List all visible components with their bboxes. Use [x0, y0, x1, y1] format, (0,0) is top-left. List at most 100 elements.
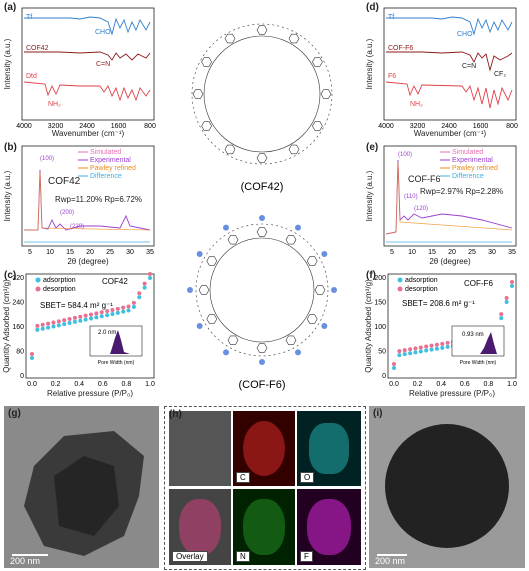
tick-label: 2400 — [441, 123, 457, 130]
benzene-ring — [206, 256, 218, 266]
fluoro-chain — [259, 359, 265, 365]
desorption-point — [46, 321, 51, 326]
tick-label: 160 — [12, 324, 24, 331]
adsorption-point — [440, 345, 445, 350]
tick-label: 0.8 — [122, 381, 132, 388]
benzene-ring — [314, 285, 326, 295]
adsorption-point — [434, 346, 439, 351]
benzene-ring — [198, 285, 210, 295]
svg-text:Wavenumber (cm⁻¹): Wavenumber (cm⁻¹) — [414, 129, 487, 138]
desorption-point — [72, 315, 77, 320]
fluoro-chain — [259, 215, 265, 221]
svg-text:Quantity Adsorbed (cm³/g): Quantity Adsorbed (cm³/g) — [364, 279, 373, 373]
tick-label: 0.4 — [74, 381, 84, 388]
svg-text:2.0 nm: 2.0 nm — [98, 330, 116, 336]
desorption-point — [99, 310, 104, 315]
fluoro-chain — [196, 251, 203, 257]
svg-text:(120): (120) — [414, 206, 428, 212]
svg-text:Intensity (a.u.): Intensity (a.u.) — [365, 170, 374, 221]
benzene-ring — [256, 25, 268, 35]
svg-text:2θ (degree): 2θ (degree) — [429, 257, 471, 266]
tick-label: 0.8 — [484, 381, 494, 388]
adsorption-point — [110, 311, 115, 316]
panel-b-label: (b) — [4, 142, 17, 153]
benzene-ring — [201, 121, 212, 131]
adsorption-point — [392, 366, 396, 370]
svg-text:Simulated: Simulated — [90, 149, 121, 156]
tick-label: 20 — [86, 249, 94, 256]
desorption-point — [504, 296, 509, 301]
tick-label: 80 — [16, 349, 24, 356]
desorption-point — [131, 300, 136, 305]
desorption-point — [397, 349, 402, 354]
desorption-point — [40, 322, 45, 327]
fluoro-chain — [223, 224, 229, 231]
tick-label: 0.2 — [413, 381, 423, 388]
svg-text:desorption: desorption — [43, 286, 76, 293]
fluoro-chain — [187, 287, 193, 293]
adsorption-point — [413, 350, 418, 355]
svg-text:Relative pressure (P/P₀): Relative pressure (P/P₀) — [409, 389, 495, 398]
adsorption-point — [504, 300, 509, 305]
benzene-ring — [288, 144, 300, 155]
desorption-point — [424, 344, 429, 349]
structure-cof-f6: (COF-F6) — [170, 208, 355, 400]
tick-label: 25 — [468, 249, 476, 256]
svg-text:2θ (degree): 2θ (degree) — [67, 257, 109, 266]
tick-label: 15 — [428, 249, 436, 256]
svg-text:Rwp=2.97% Rp=2.28%: Rwp=2.97% Rp=2.28% — [420, 187, 503, 196]
pxrd-chart-e: Intensity (a.u.) 5 10 15 20 25 30 35 2θ (degre… — [365, 145, 517, 266]
tick-label: 0.4 — [436, 381, 446, 388]
tick-label: 0.2 — [51, 381, 61, 388]
panel-f-label: (f) — [366, 270, 376, 281]
svg-text:Experimental: Experimental — [90, 157, 131, 164]
benzene-ring — [288, 33, 300, 44]
adsorption-point — [83, 317, 88, 322]
svg-text:SBET= 208.6 m² g⁻¹: SBET= 208.6 m² g⁻¹ — [402, 299, 475, 308]
svg-text:(100): (100) — [398, 152, 412, 158]
desorption-point — [510, 280, 514, 284]
adsorption-point — [78, 318, 83, 323]
tick-label: 2400 — [79, 123, 95, 130]
map-o: O — [297, 411, 361, 486]
svg-text:COF-F6: COF-F6 — [464, 279, 493, 288]
desorption-point — [142, 281, 147, 286]
scale-bar-g — [12, 554, 48, 556]
desorption-point — [62, 318, 67, 323]
tick-label: 1.0 — [145, 381, 155, 388]
tick-label: 15 — [66, 249, 74, 256]
tick-label: 35 — [508, 249, 516, 256]
tick-label: 3200 — [48, 123, 64, 130]
svg-text:(100): (100) — [40, 156, 54, 162]
annot-cho-a: CHO — [95, 29, 111, 36]
desorption-point — [115, 306, 120, 311]
fluoro-chain — [321, 323, 328, 329]
desorption-point — [434, 342, 439, 347]
tick-label: 0.6 — [460, 381, 470, 388]
a-xlabel: Wavenumber (cm⁻¹) — [52, 129, 125, 138]
a-ylabel: Intensity (a.u.) — [3, 38, 12, 89]
panel-c-label: (c) — [4, 270, 17, 281]
benzene-ring — [224, 144, 236, 155]
svg-text:Intensity (a.u.): Intensity (a.u.) — [365, 38, 374, 89]
adsorption-point — [408, 351, 413, 356]
adsorption-point — [137, 295, 142, 300]
series-dtd-a — [23, 81, 151, 102]
desorption-point — [445, 340, 450, 345]
caption-cof42: (COF42) — [241, 181, 284, 193]
svg-text:Tf: Tf — [388, 14, 394, 21]
pxrd-chart-b: Intensity (a.u.) 5 10 15 20 25 30 35 2θ (degre… — [3, 145, 155, 266]
adsorption-point — [72, 319, 77, 324]
benzene-ring — [227, 235, 239, 245]
desorption-point — [94, 311, 99, 316]
panel-a: (a) Intensity (a.u.) 4000 3200 2400 1600 800… — [0, 0, 165, 138]
map-c: C — [233, 411, 295, 486]
tick-label: 30 — [126, 249, 134, 256]
benzene-ring — [285, 235, 297, 245]
svg-text:Pawley refined: Pawley refined — [452, 165, 498, 172]
benzene-ring — [320, 89, 332, 99]
desorption-point — [499, 312, 504, 317]
tick-label: 150 — [374, 300, 386, 307]
desorption-point — [56, 319, 61, 324]
tick-label: 0.6 — [98, 381, 108, 388]
